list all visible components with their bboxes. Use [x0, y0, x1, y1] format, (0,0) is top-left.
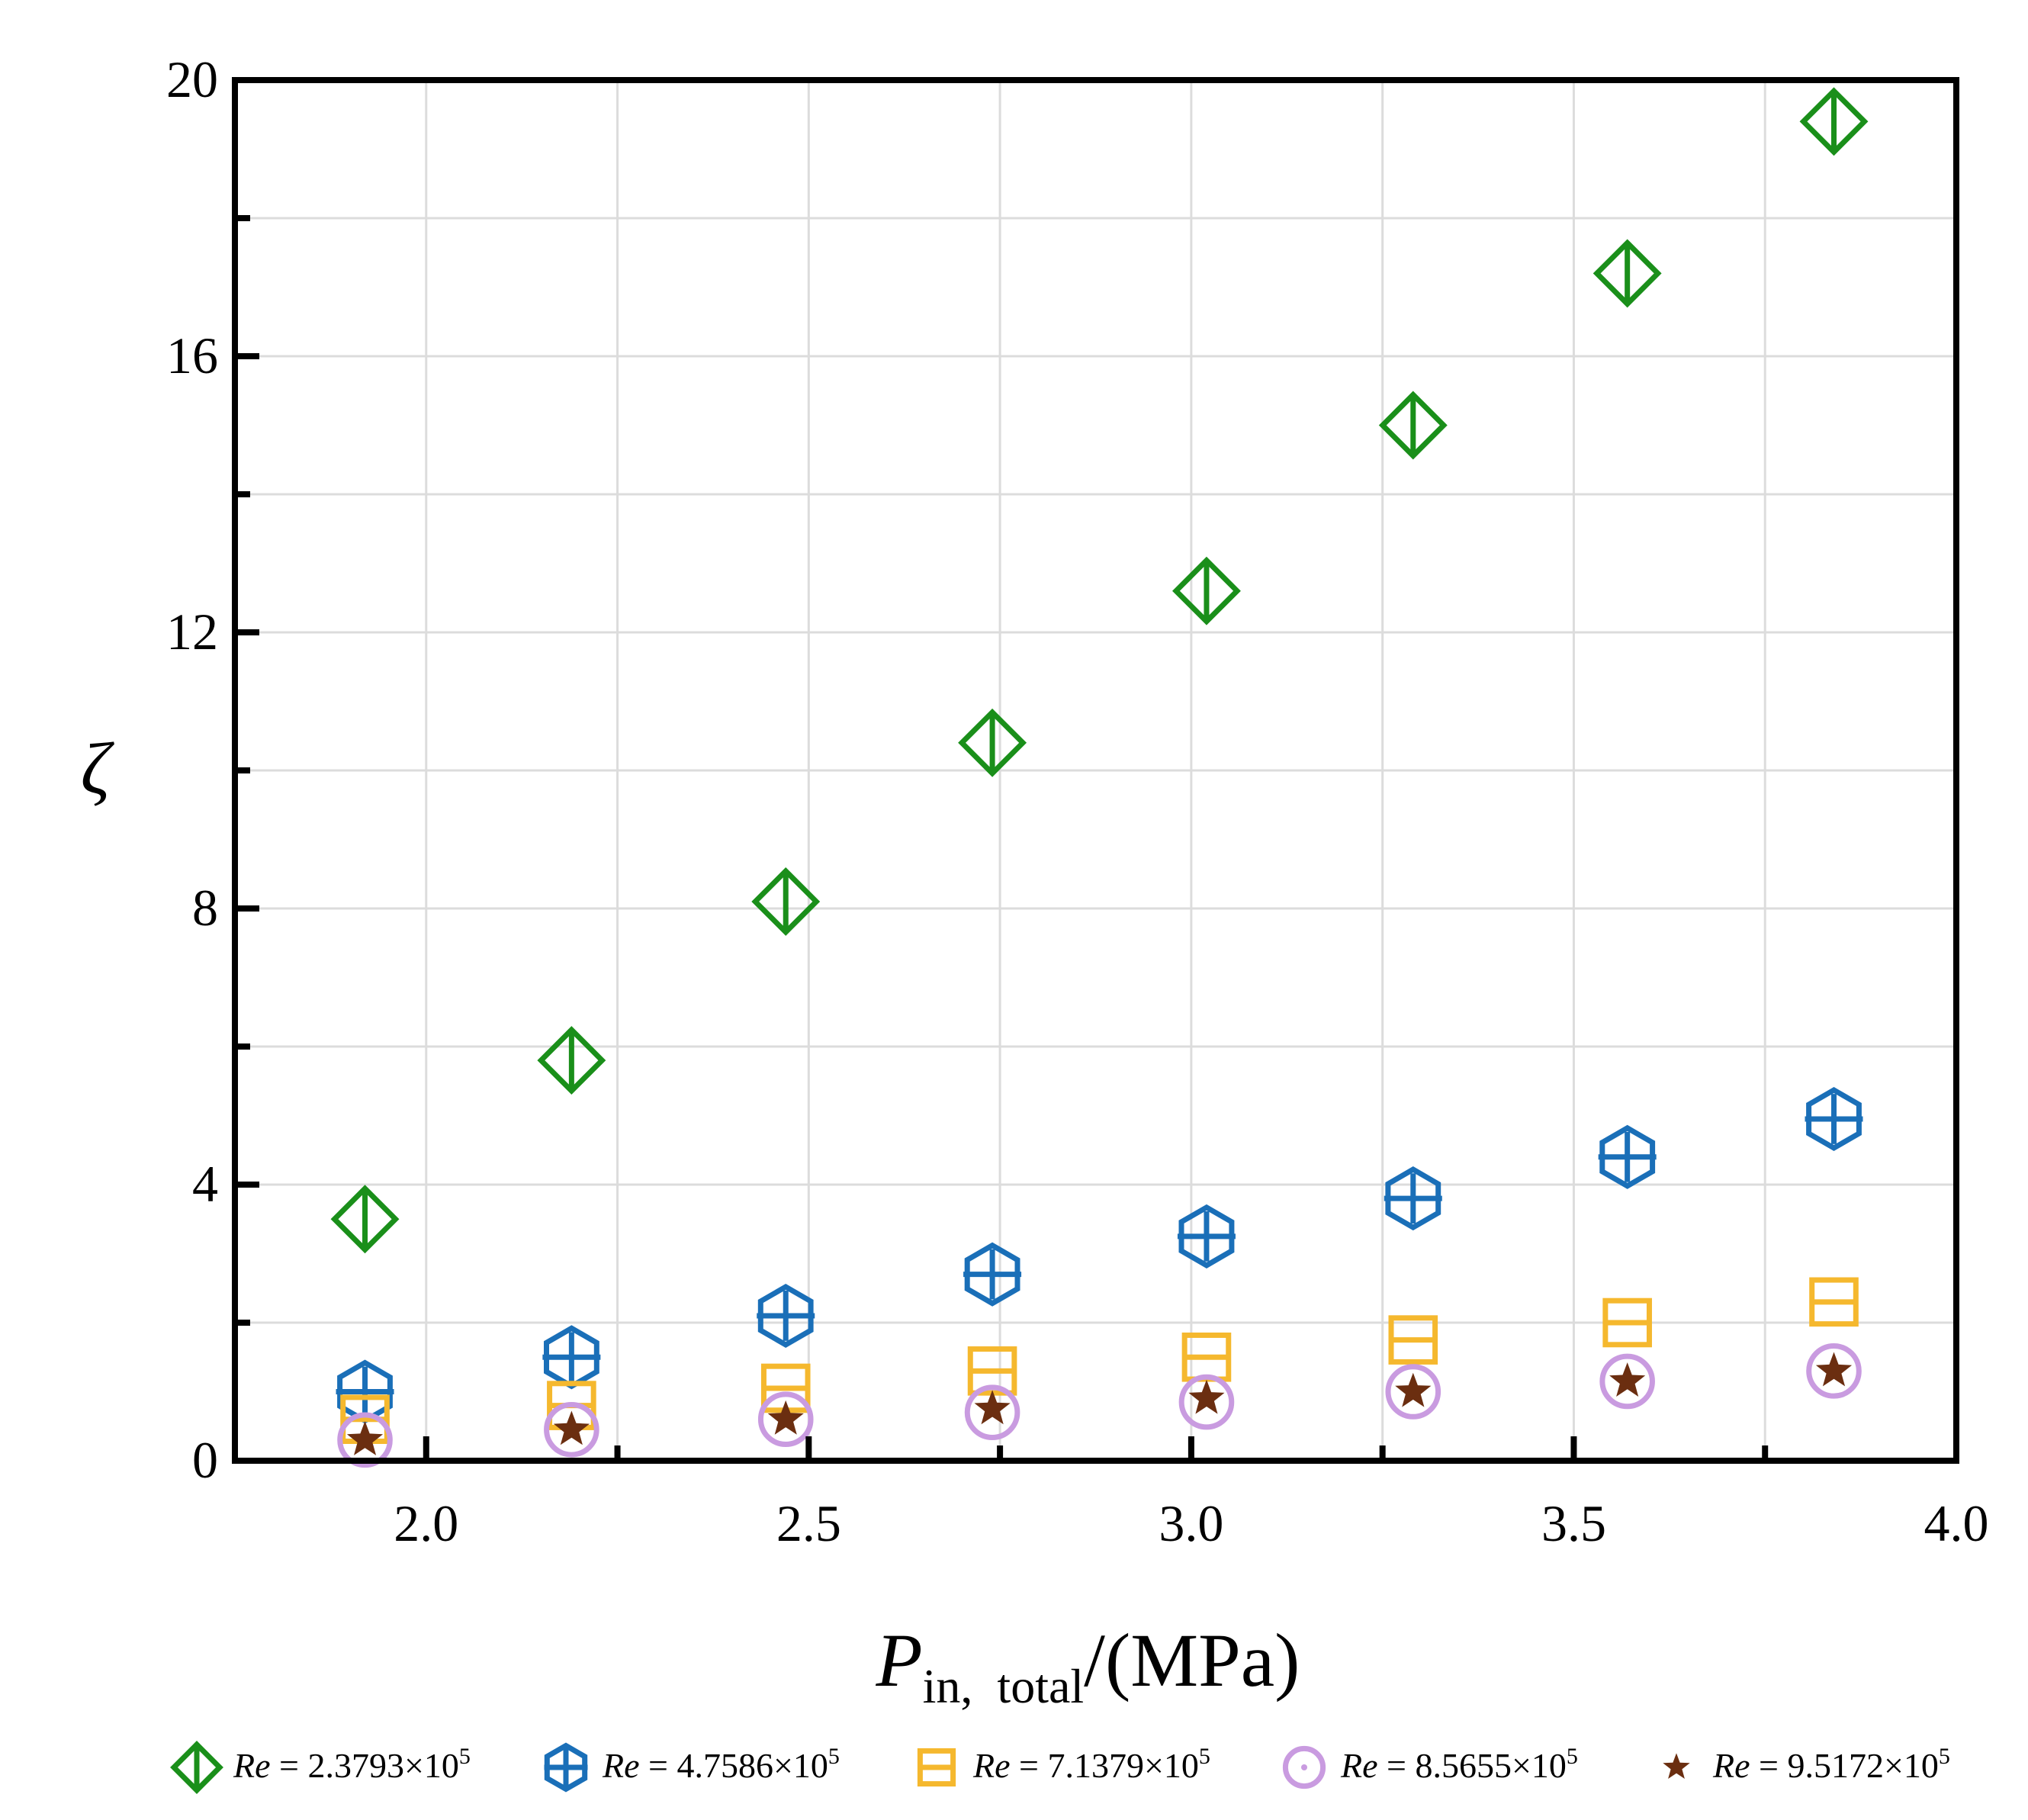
x-tick-label: 3.0	[1159, 1494, 1223, 1552]
data-point	[1178, 1204, 1235, 1269]
legend-label: Re = 2.3793×105	[233, 1744, 471, 1785]
legend-item: Re = 8.5655×105	[1282, 1744, 1578, 1789]
data-point	[757, 1391, 814, 1447]
x-tick-label: 4.0	[1924, 1494, 1989, 1552]
x-axis-label-unit: /(MPa)	[1084, 1618, 1300, 1703]
legend-label: Re = 4.7586×105	[602, 1744, 840, 1785]
legend-re: Re	[1712, 1746, 1750, 1785]
data-point	[337, 1412, 393, 1468]
series-5	[346, 1352, 1853, 1455]
legend-re: Re	[972, 1746, 1011, 1785]
legend-label: Re = 9.5172×105	[1712, 1744, 1950, 1785]
data-point	[1609, 1362, 1646, 1397]
data-point	[544, 1401, 599, 1458]
legend-exponent: 5	[1567, 1744, 1578, 1769]
legend-exponent: 5	[828, 1744, 840, 1769]
data-point	[757, 1283, 814, 1349]
legend-exponent: 5	[459, 1744, 471, 1769]
series-4	[337, 1343, 1862, 1468]
y-tick-label: 12	[166, 603, 218, 661]
legend: Re = 2.3793×105 Re = 4.7586×105 Re = 7.137…	[170, 1741, 1950, 1794]
y-tick-label: 20	[166, 50, 218, 108]
y-tick-label: 16	[166, 326, 218, 384]
series-2	[336, 1086, 1863, 1424]
legend-marker	[1282, 1745, 1326, 1789]
data-point	[1395, 1372, 1432, 1407]
legend-marker-dot	[1301, 1764, 1307, 1770]
data-point	[964, 1242, 1020, 1307]
data-point	[346, 1421, 384, 1455]
data-point	[1806, 1086, 1862, 1152]
y-tick-label: 4	[192, 1155, 218, 1213]
legend-item: Re = 4.7586×105	[544, 1742, 840, 1793]
data-point	[1188, 1379, 1225, 1414]
data-point	[964, 1384, 1020, 1440]
data-point	[1815, 1352, 1853, 1387]
legend-value: = 7.1379×10	[1011, 1746, 1199, 1785]
legend-value: = 2.3793×10	[271, 1746, 459, 1785]
x-axis-label-subscript: in, total	[923, 1659, 1085, 1713]
y-tick-label: 8	[192, 879, 218, 937]
x-tick-label: 2.5	[776, 1494, 841, 1552]
data-point	[1385, 1364, 1441, 1420]
data-point	[1599, 1124, 1656, 1189]
grid	[235, 80, 1956, 1461]
axis-ticks	[235, 215, 1769, 1461]
legend-exponent: 5	[1939, 1744, 1950, 1769]
legend-marker	[544, 1742, 588, 1793]
data-point	[553, 1410, 590, 1445]
tick-labels: 2.0 2.5 3.0 3.5 4.0 0 4 8 12 16 20	[166, 50, 1989, 1552]
legend-item: Re = 2.3793×105	[170, 1741, 471, 1794]
legend-re: Re	[1340, 1746, 1378, 1785]
legend-item: Re = 7.1379×105	[917, 1744, 1210, 1787]
legend-exponent: 5	[1199, 1744, 1210, 1769]
x-axis-label: Pin, total/(MPa)	[876, 1618, 1300, 1713]
y-axis-label: ζ	[81, 728, 115, 809]
data-point	[974, 1390, 1011, 1425]
legend-value: = 4.7586×10	[640, 1746, 828, 1785]
legend-re: Re	[602, 1746, 640, 1785]
y-tick-label: 0	[192, 1431, 218, 1489]
legend-marker	[1663, 1753, 1690, 1779]
data-point	[1178, 1374, 1235, 1430]
series-1	[330, 87, 1869, 1254]
legend-value: = 8.5655×10	[1378, 1746, 1567, 1785]
x-tick-label: 3.5	[1541, 1494, 1606, 1552]
legend-label: Re = 7.1379×105	[972, 1744, 1210, 1785]
data-point	[767, 1400, 804, 1435]
data-markers	[330, 87, 1869, 1468]
legend-label: Re = 8.5655×105	[1340, 1744, 1578, 1785]
x-axis-label-symbol: P	[876, 1618, 923, 1703]
legend-item: Re = 9.5172×105	[1663, 1744, 1950, 1785]
data-point	[1385, 1166, 1441, 1231]
legend-re: Re	[233, 1746, 271, 1785]
data-point	[1599, 1353, 1655, 1410]
x-tick-label: 2.0	[394, 1494, 458, 1552]
legend-value: = 9.5172×10	[1750, 1746, 1939, 1785]
data-point	[1806, 1343, 1862, 1399]
